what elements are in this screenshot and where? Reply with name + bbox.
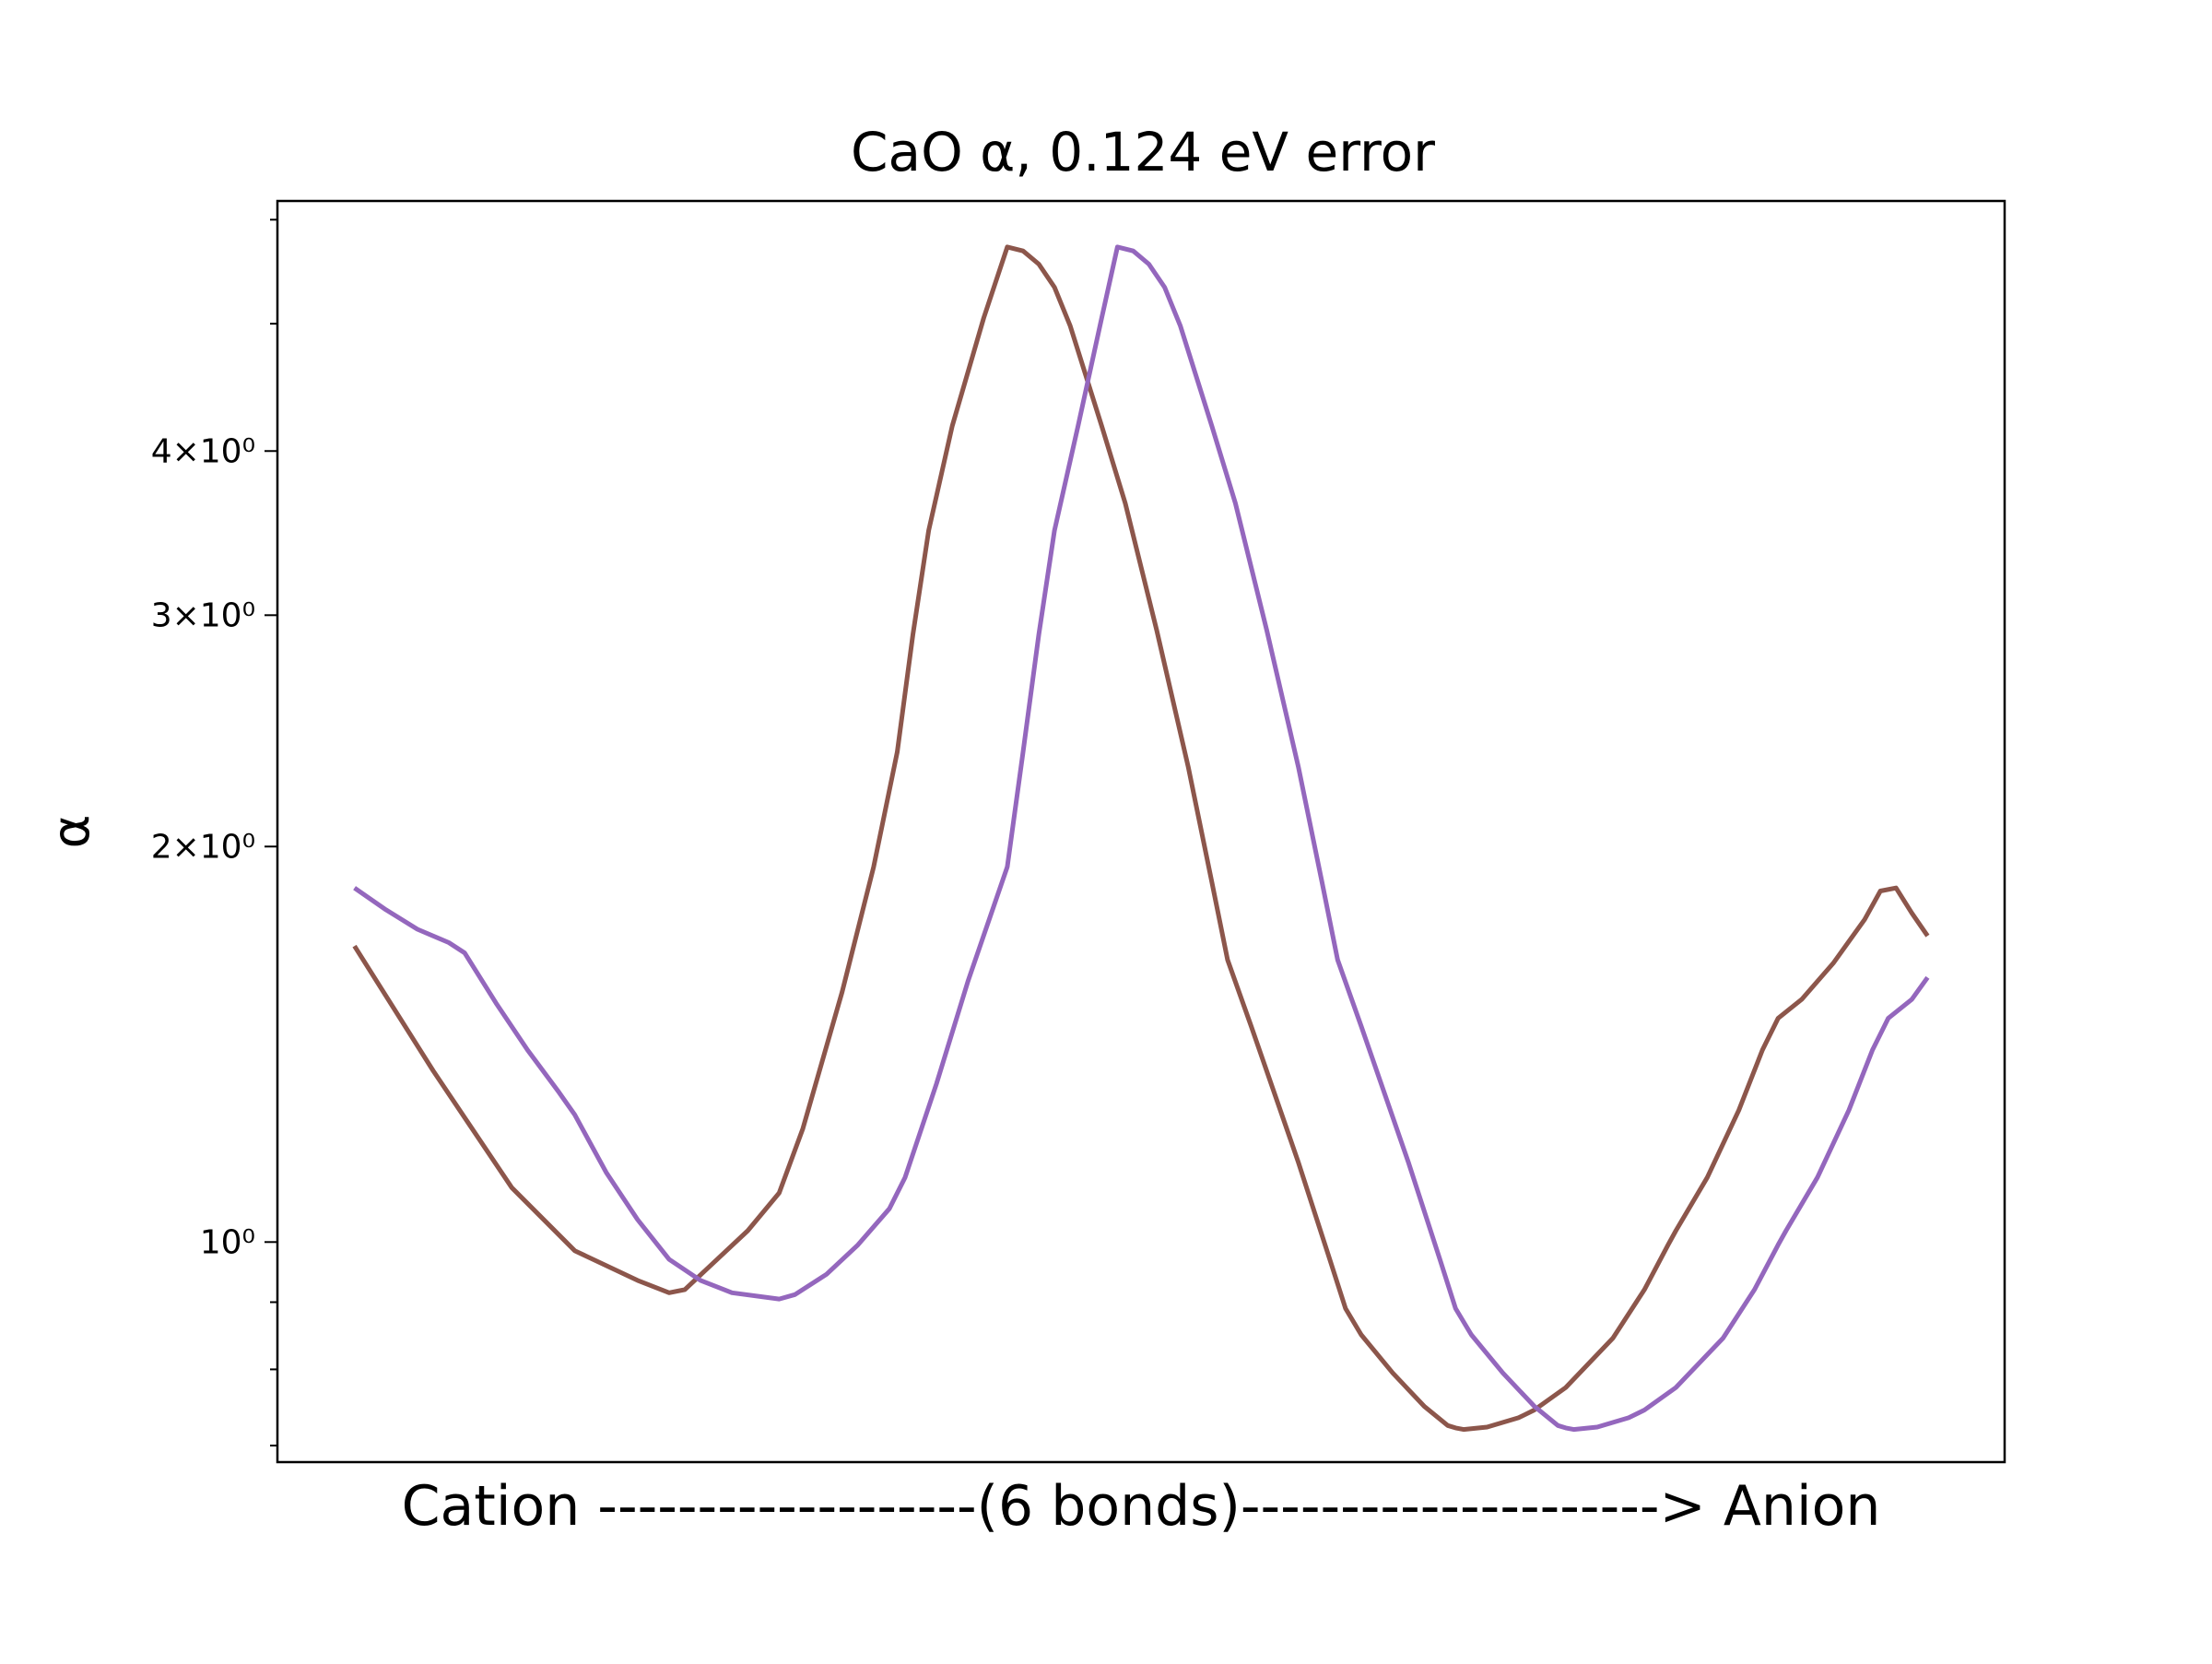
- plot-frame: [276, 199, 2006, 1464]
- y-tick-label-3: 3×10⁰: [151, 596, 255, 634]
- y-tick-label-4: 4×10⁰: [151, 432, 255, 470]
- y-tick-label-1: 10⁰: [200, 1223, 255, 1261]
- y-axis-label: α: [41, 815, 101, 849]
- series-line-2: [353, 244, 1930, 1433]
- series-lines: [352, 244, 1930, 1433]
- y-tick-label-2: 2×10⁰: [151, 828, 255, 866]
- y-axis: 10⁰ 2×10⁰ 3×10⁰ 4×10⁰: [151, 218, 277, 1447]
- chart-title: CaO α, 0.124 eV error: [851, 121, 1435, 183]
- x-axis-label: Cation -------------------(6 bonds)-----…: [402, 1474, 1881, 1539]
- series-line-1: [352, 244, 1930, 1433]
